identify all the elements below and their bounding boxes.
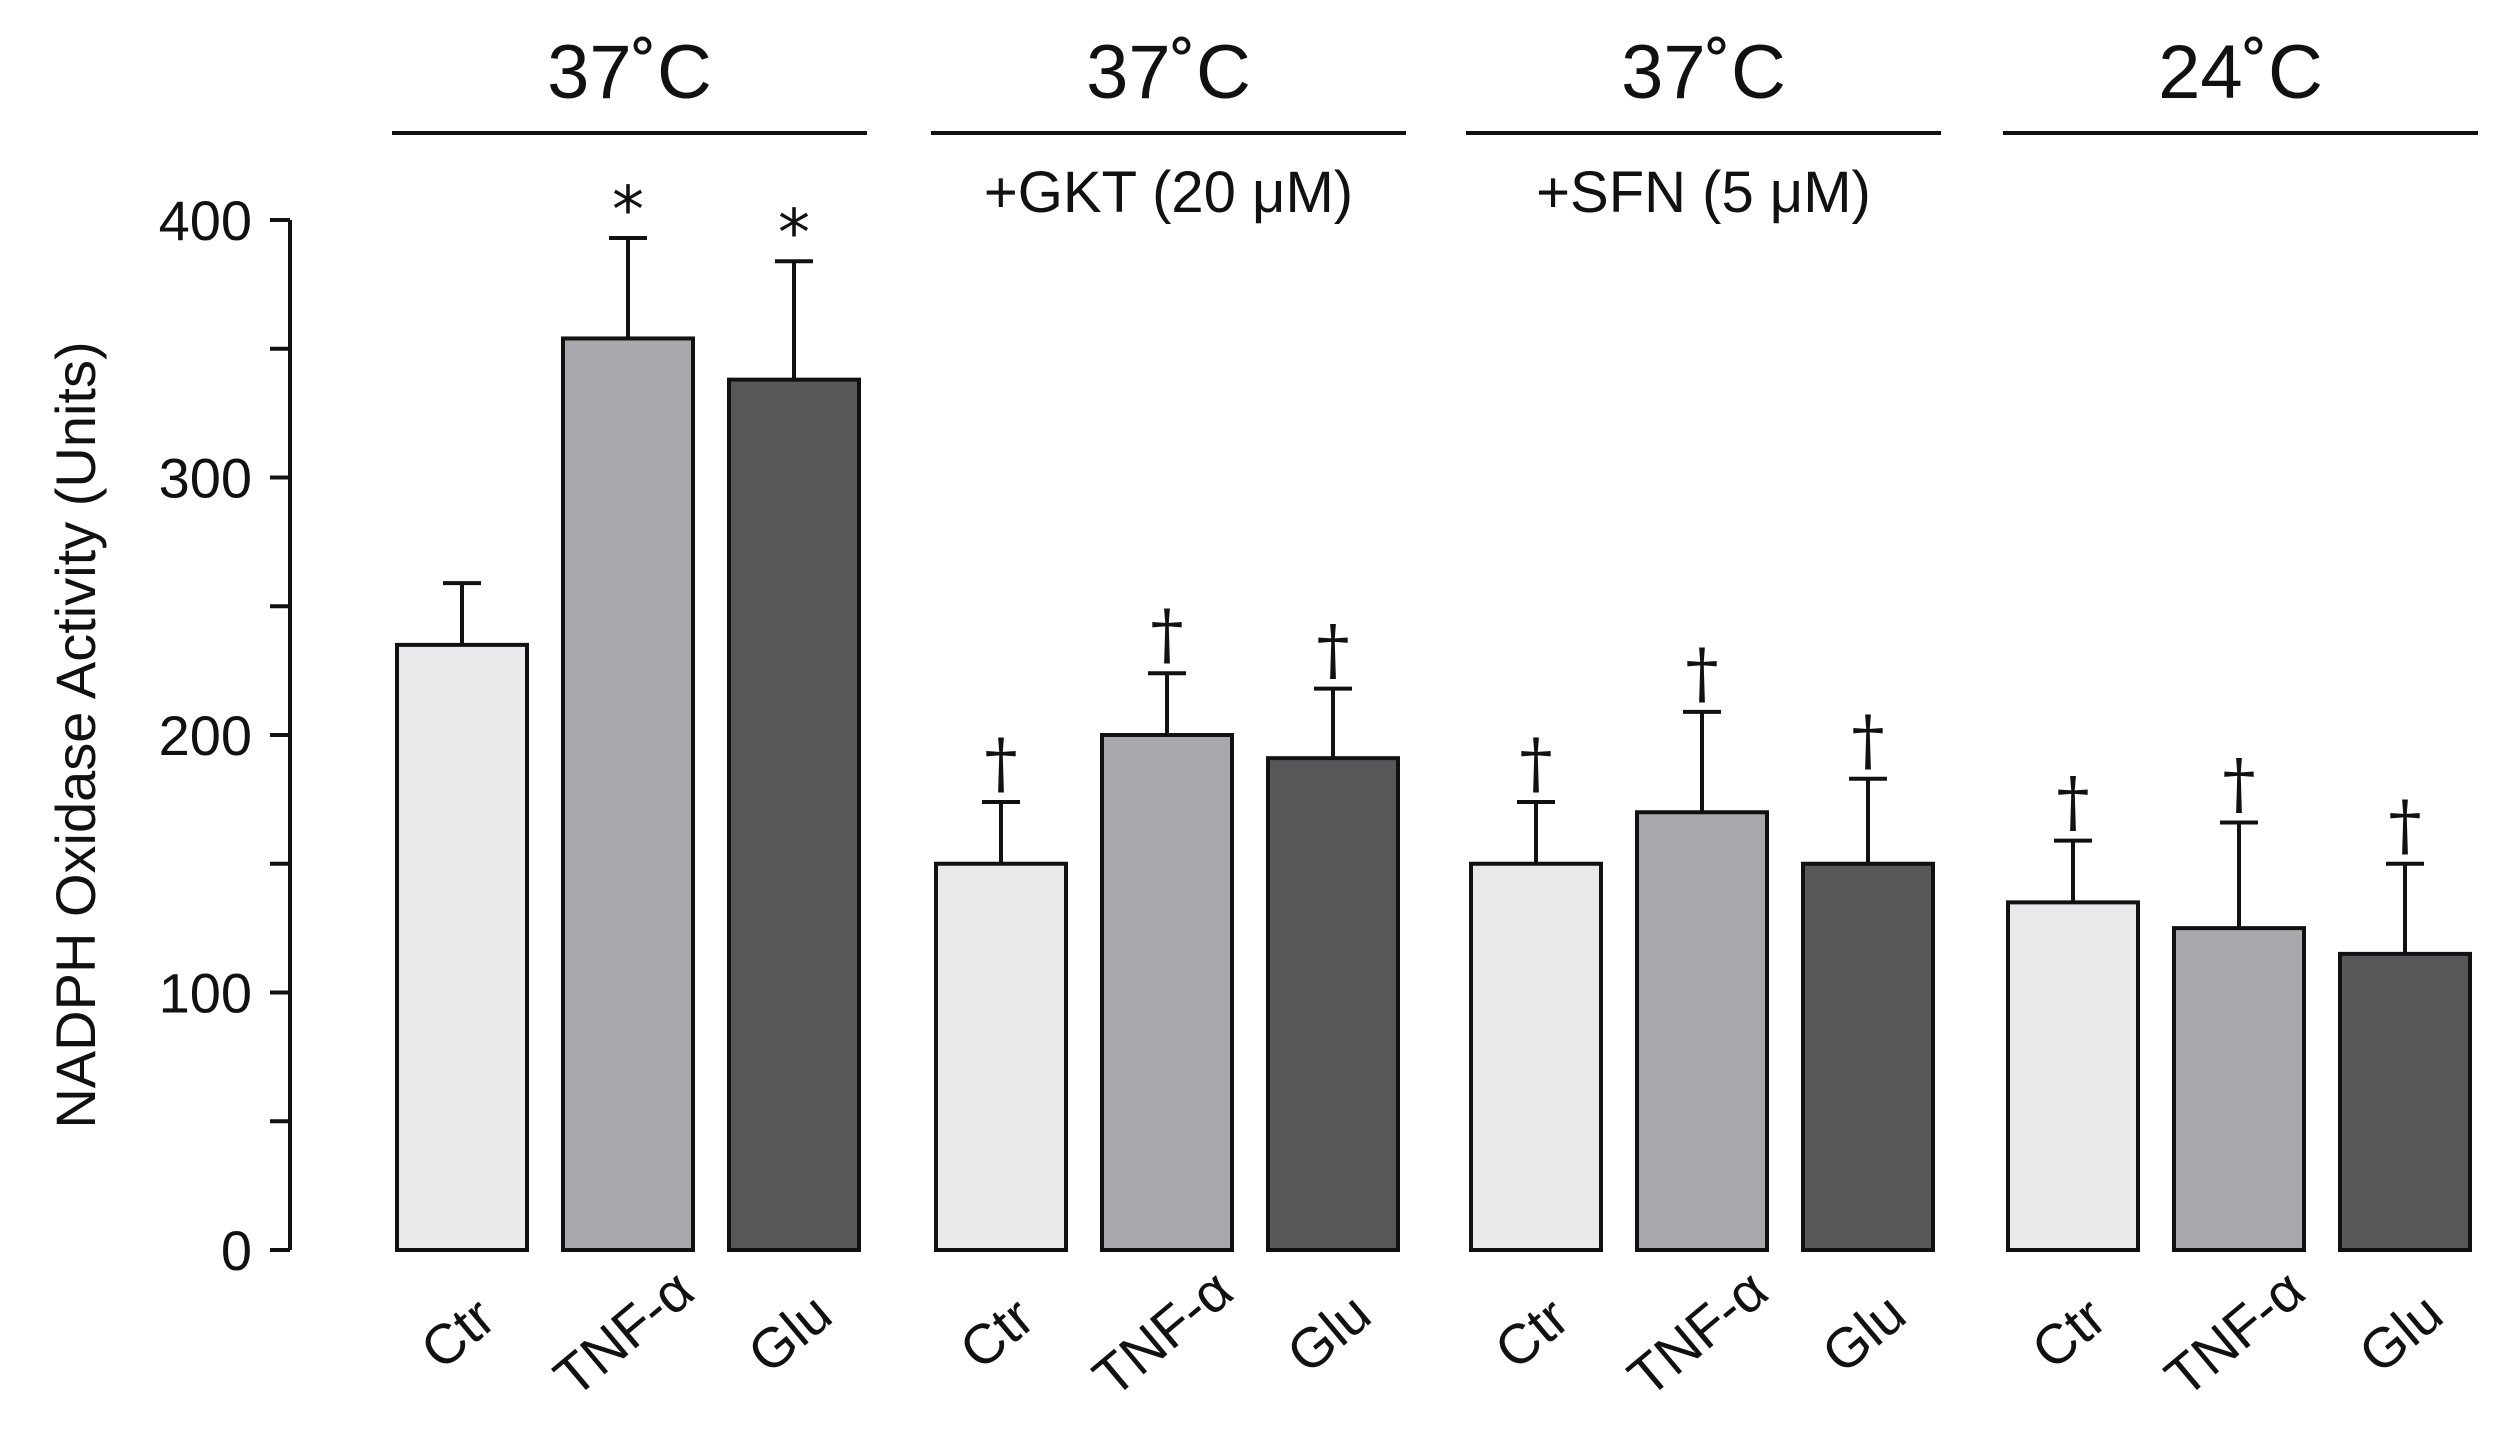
significance-dagger: †	[985, 725, 1018, 802]
y-axis: 0 100 200 300 400 NADPH Oxidase Activity (Uni…	[44, 189, 292, 1282]
bar-group: 24˚C † Ctr † TNF-α † Glu	[2003, 30, 2478, 1409]
significance-dagger: †	[2389, 787, 2422, 864]
significance-dagger: †	[1520, 725, 1553, 802]
y-tick-label: 400	[159, 189, 252, 252]
group-title: 37˚C	[547, 30, 712, 115]
significance-dagger: †	[2223, 746, 2256, 823]
significance-dagger: †	[1686, 635, 1719, 712]
bar	[727, 377, 861, 1252]
bar	[1266, 756, 1400, 1252]
category-label: Glu	[2347, 1281, 2454, 1385]
category-label: TNF-α	[542, 1258, 705, 1409]
category-label: TNF-α	[2153, 1258, 2316, 1409]
bar-group: 37˚C +SFN (5 μM) † Ctr † TNF-α † Glu	[1466, 30, 1941, 1409]
y-tick-label: 300	[159, 447, 252, 510]
y-tick-label: 0	[221, 1219, 252, 1282]
bar	[1100, 733, 1234, 1252]
bar	[2006, 900, 2140, 1252]
category-label: Ctr	[1483, 1285, 1581, 1381]
category-label: TNF-α	[1616, 1258, 1779, 1409]
category-label: Ctr	[948, 1285, 1046, 1381]
group-title: 37˚C	[1621, 30, 1786, 115]
bar-group: 37˚C +GKT (20 μM) † Ctr † TNF-α † Glu	[931, 30, 1406, 1409]
category-label: TNF-α	[1081, 1258, 1244, 1409]
category-label: Ctr	[2020, 1285, 2118, 1381]
bar	[1635, 810, 1769, 1252]
bar	[2172, 926, 2306, 1252]
y-tick-label: 200	[159, 704, 252, 767]
significance-dagger: †	[1852, 702, 1885, 779]
category-label: Glu	[736, 1281, 843, 1385]
category-label: Glu	[1810, 1281, 1917, 1385]
group-title: 37˚C	[1086, 30, 1251, 115]
bar	[561, 336, 695, 1252]
bar	[934, 861, 1068, 1252]
bar	[2338, 951, 2472, 1252]
significance-asterisk: *	[778, 197, 810, 271]
bar-group: 37˚C Ctr * TNF-α * Glu	[392, 30, 867, 1409]
significance-asterisk: *	[612, 174, 644, 248]
group-title: 24˚C	[2158, 30, 2323, 115]
significance-dagger: †	[1151, 596, 1184, 673]
group-subtitle: +GKT (20 μM)	[984, 160, 1353, 225]
group-subtitle: +SFN (5 μM)	[1536, 160, 1871, 225]
bar	[1801, 861, 1935, 1252]
category-label: Glu	[1275, 1281, 1382, 1385]
bar	[395, 642, 529, 1252]
y-axis-title: NADPH Oxidase Activity (Units)	[44, 341, 107, 1128]
significance-dagger: †	[2057, 764, 2090, 841]
y-tick-label: 100	[159, 962, 252, 1025]
bar	[1469, 861, 1603, 1252]
significance-dagger: †	[1317, 612, 1350, 689]
category-label: Ctr	[409, 1285, 507, 1381]
bar-groups: 37˚C Ctr * TNF-α * Glu 37˚C +GKT (20 μM) † Ctr † TN…	[392, 30, 2478, 1409]
